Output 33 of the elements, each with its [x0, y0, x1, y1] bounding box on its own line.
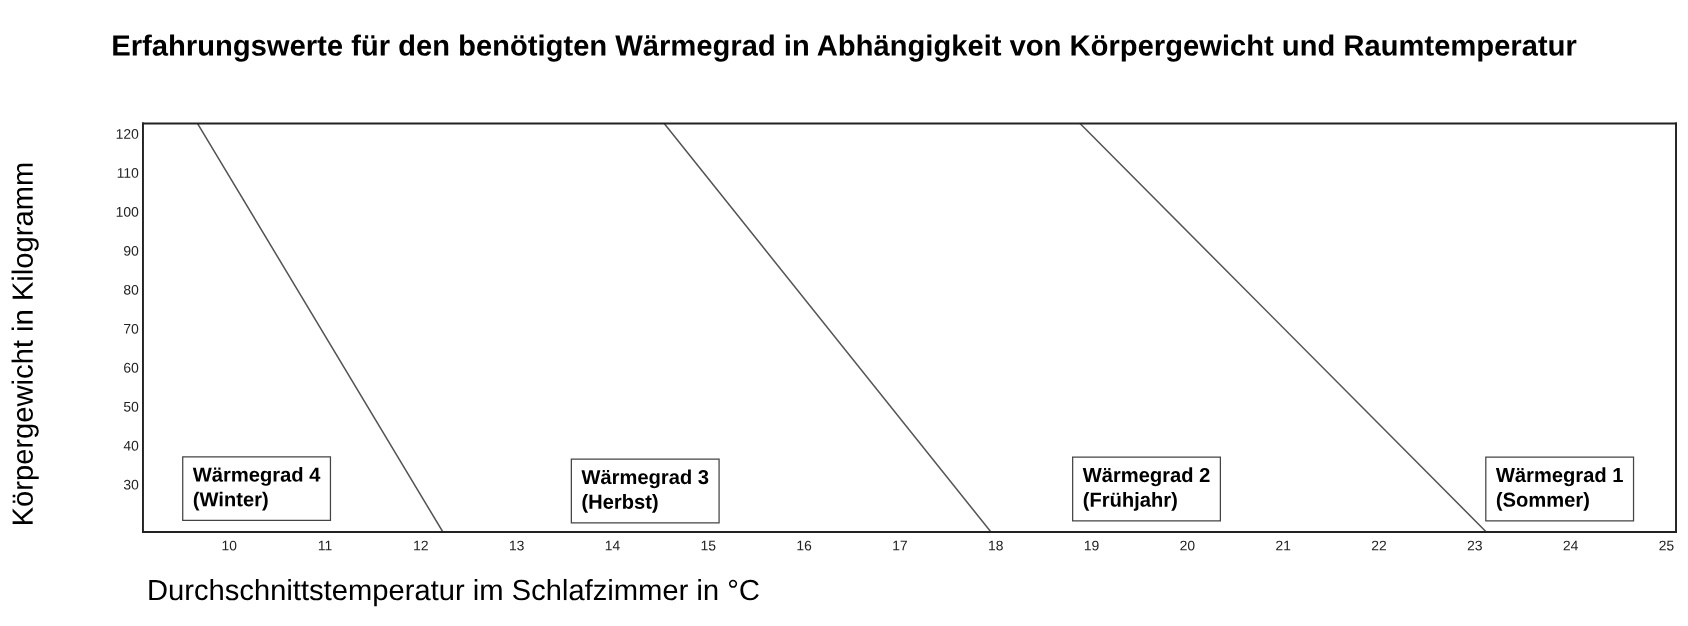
x-tick-label: 16 — [797, 540, 812, 551]
annotation: Wärmegrad 2 (Frühjahr) — [1082, 467, 1210, 511]
x-tick-label: 15 — [701, 540, 716, 551]
y-axis-title: Körpergewicht in Kilogramm — [11, 163, 39, 525]
x-tick-label: 24 — [1563, 540, 1578, 551]
annotation: Wärmegrad 4 (Winter) — [192, 466, 321, 511]
x-tick-label: 17 — [893, 540, 907, 551]
annotation: Wärmegrad 1 (Sommer) — [1495, 467, 1623, 511]
y-tick-label: 30 — [123, 479, 139, 490]
y-tick-label: 70 — [124, 323, 139, 334]
x-tick-label: 21 — [1276, 540, 1291, 551]
x-tick-label: 19 — [1084, 540, 1099, 551]
y-tick-label: 80 — [123, 284, 139, 295]
y-tick-label: 120 — [116, 129, 139, 139]
y-tick-label: 90 — [124, 245, 139, 256]
x-tick-label: 18 — [989, 540, 1003, 551]
x-axis-title: Durchschnittstemperatur im Schlafzimmer in °C — [149, 578, 759, 607]
x-tick-label: 14 — [605, 540, 620, 551]
chart-title: Erfahrungswerte für den benötigten Wärmegrad in Abhängigkeit von Körpergewicht und Raumtemperatur — [113, 34, 1577, 62]
x-tick-label: 20 — [1180, 540, 1195, 551]
annotation: Wärmegrad 3 (Herbst) — [581, 469, 709, 513]
x-tick-label: 11 — [318, 540, 332, 551]
x-tick-label: 22 — [1371, 540, 1387, 551]
y-tick-label: 60 — [124, 362, 139, 373]
y-tick-label: 110 — [117, 168, 139, 178]
x-tick-label: 23 — [1467, 540, 1482, 551]
y-tick-label: 100 — [116, 206, 139, 217]
x-tick-label: 10 — [222, 540, 237, 551]
y-tick-label: 40 — [123, 440, 139, 451]
y-tick-label: 50 — [123, 401, 139, 412]
x-tick-label: 13 — [509, 540, 524, 551]
x-tick-label: 25 — [1659, 540, 1674, 551]
x-tick-label: 12 — [414, 540, 428, 551]
